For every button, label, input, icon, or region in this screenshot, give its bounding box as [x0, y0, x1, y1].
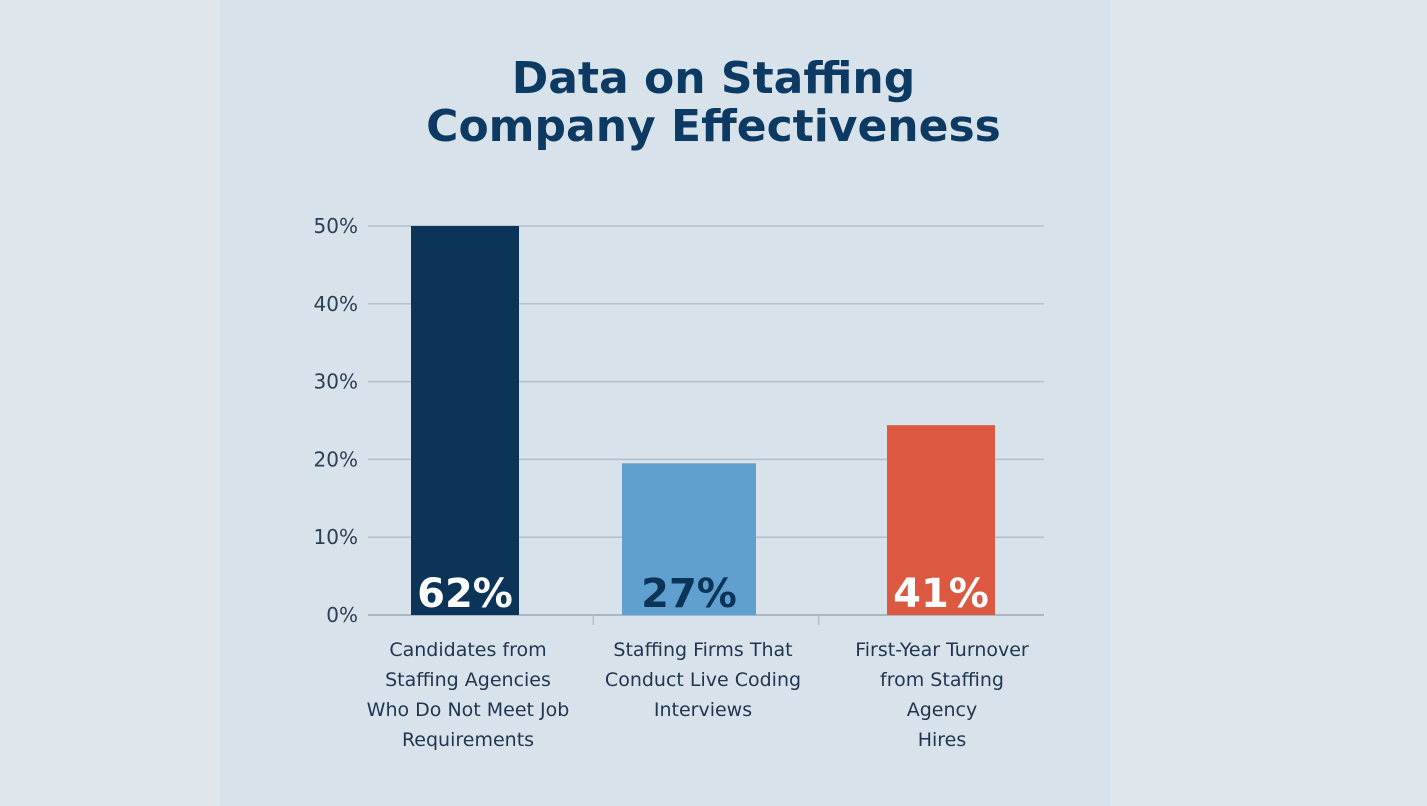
chart-background [220, 0, 1110, 806]
x-category-label: Conduct Live Coding [605, 669, 801, 691]
data-label: 27% [641, 571, 737, 617]
y-tick-label: 50% [314, 214, 358, 238]
x-category-label: Agency [907, 699, 977, 721]
x-category-label: Hires [918, 729, 967, 751]
x-category-label: Candidates from [389, 639, 546, 661]
x-category-label: Interviews [654, 699, 752, 721]
x-category-label: Who Do Not Meet Job [367, 699, 570, 721]
chart-title: Data on Staffing Company Effectiveness [0, 55, 1427, 151]
y-tick-label: 10% [314, 525, 358, 549]
bar-3 [887, 425, 995, 615]
x-category-label: Staffing Firms That [613, 639, 792, 661]
data-label: 41% [893, 571, 989, 617]
y-tick-label: 40% [314, 292, 358, 316]
title-line-2: Company Effectiveness [426, 101, 1001, 152]
bar-2 [622, 463, 756, 615]
x-category-label: Requirements [402, 729, 534, 751]
bar-1 [411, 226, 519, 615]
data-label: 62% [417, 571, 513, 617]
x-category-label: Staffing Agencies [385, 669, 551, 691]
x-category-label: First-Year Turnover [855, 639, 1029, 661]
y-tick-label: 0% [326, 603, 358, 627]
y-tick-label: 30% [314, 370, 358, 394]
x-category-label: from Staffing [880, 669, 1004, 691]
title-line-1: Data on Staffing [511, 53, 916, 104]
y-tick-label: 20% [314, 447, 358, 471]
